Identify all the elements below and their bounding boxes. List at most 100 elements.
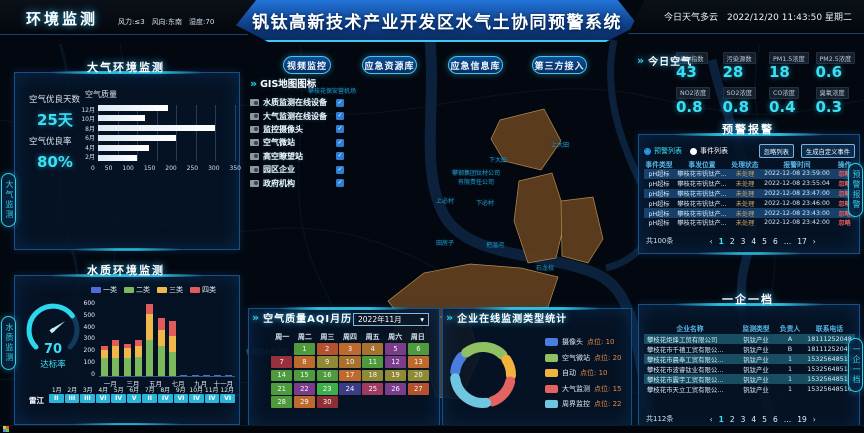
page-3[interactable]: 3	[740, 236, 746, 246]
gis-layer-list: 水质监测在线设备 ✓ 大气监测在线设备 ✓ 监控摄像头 ✓ 空气微站 ✓ 高空瞭…	[250, 96, 344, 190]
page-›[interactable]: ›	[812, 414, 816, 424]
enterprise-table-row[interactable]: 攀枝花市震宇工贸有限公... 钒钛产业 1 15325648510	[644, 374, 855, 384]
month-select[interactable]: 2022年11月 ▾	[353, 313, 429, 326]
gis-layer-row-3[interactable]: 空气微站 ✓	[250, 136, 344, 149]
page-2[interactable]: 2	[729, 236, 735, 246]
page-‹[interactable]: ‹	[709, 414, 713, 424]
water-stacked-bar	[178, 375, 189, 376]
river-month: 11月	[204, 387, 219, 394]
page-…[interactable]: …	[783, 236, 792, 246]
enterprise-table-row[interactable]: 攀枝花市波睿钛业有限公... 钒钛产业 1 15325648510	[647, 365, 852, 374]
air-chart-plot	[98, 105, 236, 161]
checkbox-checked-icon[interactable]: ✓	[336, 125, 344, 134]
gis-layer-row-5[interactable]: 园区企业 ✓	[250, 163, 344, 176]
calendar-day-30: 30	[316, 396, 338, 408]
page-1[interactable]: 1	[718, 236, 724, 246]
weekday-label: 周日	[410, 333, 425, 341]
enterprise-table-footer: 共112条 ‹ 1 2 3 4 5 6 … 19 ›	[646, 414, 852, 424]
river-month: 10月	[189, 387, 204, 394]
ignore-action[interactable]: 忽略	[838, 181, 851, 189]
calendar-day-25: 25	[362, 382, 384, 395]
page-6[interactable]: 6	[772, 236, 778, 246]
checkbox-checked-icon[interactable]: ✓	[336, 138, 344, 147]
river-grade-cell: IV	[111, 394, 126, 403]
alarm-table-row[interactable]: pH超标 攀枝花市钒钛产... 未处理 2022-12-08 23:47:00 忽略	[644, 188, 855, 199]
ignore-action[interactable]: 忽略	[838, 190, 851, 198]
monitoring-type-panel: 摄像头 点位: 10 空气微站 点位: 20 自动 点位: 10 大气监测 点位: 1…	[442, 307, 632, 429]
calendar-day-29: 29	[293, 396, 316, 408]
water-x-tick: 七月	[171, 380, 185, 388]
page-›[interactable]: ›	[812, 236, 816, 246]
calendar-title-text: 空气质量AQI月历	[263, 314, 353, 325]
gis-layer-panel: » GIS地图图标 水质监测在线设备 ✓ 大气监测在线设备 ✓ 监控摄像头 ✓ …	[250, 76, 344, 190]
emergency-info-button[interactable]: 应急信息库	[448, 56, 503, 74]
alarm-table-row[interactable]: pH超标 攀枝花市钒钛产... 未处理 2022-12-08 23:59:00 忽略	[644, 169, 855, 179]
page-4[interactable]: 4	[751, 236, 757, 246]
enterprise-table-row[interactable]: 攀枝花炬烽工贸有限公司 钒钛产业 A 18111252048	[644, 334, 855, 344]
ignore-action[interactable]: 忽略	[838, 200, 851, 208]
air-stat: 臭氧浓度 0.3	[815, 86, 863, 116]
map-place-label: 把温河	[486, 242, 505, 249]
enterprise-table-row[interactable]: 攀枝花市晨奉工贸有限公... 钒钛产业 1 15325648510	[644, 354, 855, 364]
water-y-tick: 300	[83, 335, 95, 343]
checkbox-checked-icon[interactable]: ✓	[336, 112, 344, 121]
checkbox-checked-icon[interactable]: ✓	[336, 165, 344, 174]
river-grade-cell: III	[80, 394, 95, 403]
calendar-day-17: 17	[339, 369, 361, 382]
page-2[interactable]: 2	[729, 414, 735, 424]
air-panel-title: 大气环境监测	[87, 61, 165, 74]
air-x-tick: 350	[229, 165, 241, 172]
page-1[interactable]: 1	[718, 414, 724, 424]
ignore-list-button[interactable]: 忽略列表	[758, 144, 794, 158]
air-x-tick: 100	[122, 165, 134, 172]
gis-layer-row-4[interactable]: 高空瞭望站 ✓	[250, 150, 344, 163]
page-3[interactable]: 3	[740, 414, 746, 424]
ignore-action[interactable]: 忽略	[838, 210, 851, 218]
page-5[interactable]: 5	[762, 414, 767, 424]
video-monitor-button[interactable]: 视频监控	[283, 56, 331, 74]
alarm-table-row[interactable]: pH超标 攀枝花市钒钛产... 未处理 2022-12-08 23:46:00 忽略	[644, 198, 855, 208]
checkbox-checked-icon[interactable]: ✓	[336, 98, 344, 107]
gis-layer-row-2[interactable]: 监控摄像头 ✓	[250, 123, 344, 136]
calendar-day-13: 13	[407, 356, 429, 369]
gis-layer-row-1[interactable]: 大气监测在线设备 ✓	[250, 109, 344, 122]
page-…[interactable]: …	[783, 414, 792, 424]
page-5[interactable]: 5	[762, 236, 767, 246]
ignore-action[interactable]: 忽略	[838, 171, 851, 179]
enterprise-table-row[interactable]: 攀枝花市天立工贸有限公... 钒钛产业 1 15325648510	[647, 385, 852, 394]
water-x-tick: 九月	[194, 380, 208, 388]
air-bar-category: 10月	[81, 116, 95, 124]
enterprise-table-row[interactable]: 攀枝花市千禧工贸有限公... 钒钛产业 B 18111252048	[647, 345, 852, 354]
right-tab-alarm[interactable]: 预警报警	[848, 163, 863, 217]
emergency-resource-button[interactable]: 应急资源库	[362, 56, 417, 74]
gis-layer-row-6[interactable]: 政府机构 ✓	[250, 176, 344, 189]
air-stat-value: 28	[722, 63, 744, 81]
page-4[interactable]: 4	[751, 414, 757, 424]
alarm-table-row[interactable]: pH超标 攀枝花市钒钛产... 未处理 2022-12-08 23:42:00 忽略	[644, 218, 855, 228]
create-custom-event-button[interactable]: 生成自定义事件	[800, 144, 855, 158]
third-party-button[interactable]: 第三方接入	[532, 56, 587, 74]
page-title: 钒钛高新技术产业开发区水气土协同预警系统	[252, 12, 622, 33]
page-17[interactable]: 17	[797, 236, 807, 246]
enterprise-pagination: ‹ 1 2 3 4 5 6 … 19 ›	[673, 415, 852, 424]
alarm-table-row[interactable]: pH超标 攀枝花市钒钛产... 未处理 2022-12-08 23:43:00 忽略	[644, 208, 855, 218]
enterprise-table-header: 企业名称 监测类型 负责人 联系电话	[644, 323, 855, 333]
alarm-tab-1[interactable]: 事件列表	[690, 146, 728, 156]
gis-layers-title-text: GIS地图图标	[260, 79, 317, 90]
checkbox-checked-icon[interactable]: ✓	[336, 179, 344, 188]
page-19[interactable]: 19	[797, 414, 807, 424]
gis-layer-row-0[interactable]: 水质监测在线设备 ✓	[250, 96, 344, 109]
page-6[interactable]: 6	[772, 414, 778, 424]
calendar-grid: 1 2 3 4 5 6 7 8 9 10 11 12 13 14 15 16 17 18 19 20 21 22 23 24 2…	[271, 343, 429, 408]
page-‹[interactable]: ‹	[709, 236, 713, 246]
alarm-tab-0[interactable]: 预警列表	[644, 146, 682, 156]
alarm-table-row[interactable]: pH超标 攀枝花市钒钛产... 未处理 2022-12-08 23:55:04 忽略	[644, 179, 855, 189]
left-tab-air[interactable]: 大气监测	[1, 173, 16, 227]
gis-layers-title: » GIS地图图标	[250, 76, 344, 91]
water-stacked-bar	[155, 318, 166, 376]
left-tab-water[interactable]: 水质监测	[1, 316, 16, 370]
river-month: 9月	[175, 387, 186, 394]
right-tab-enterprise[interactable]: 一企一档	[848, 338, 863, 392]
ignore-action[interactable]: 忽略	[838, 220, 851, 228]
checkbox-checked-icon[interactable]: ✓	[336, 152, 344, 161]
